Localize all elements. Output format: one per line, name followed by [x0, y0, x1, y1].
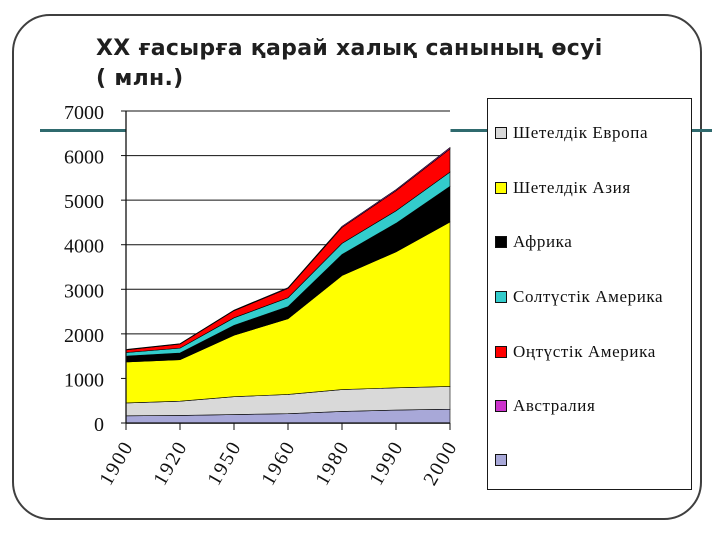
- legend-label-0: Шетелдік Европа: [513, 123, 649, 142]
- legend-label-4: Оңтүстік Америка: [513, 342, 656, 361]
- legend-item-2: Африка: [495, 232, 573, 251]
- y-tick-labels: 0 1000 2000 3000 4000 5000 6000 7000: [64, 102, 104, 436]
- legend-swatch-2: [495, 236, 507, 248]
- y-tick-label-7000: 7000: [64, 102, 104, 124]
- y-tick-label-2000: 2000: [64, 325, 104, 347]
- x-tick-label-1990: 1990: [365, 437, 408, 490]
- legend-item-1: Шетелдік Азия: [495, 178, 631, 197]
- legend-swatch-6: [495, 454, 507, 466]
- y-tick-label-4000: 4000: [64, 236, 104, 258]
- chart-legend: Шетелдік Европа Шетелдік Азия Африка Солтүс…: [487, 98, 692, 490]
- legend-swatch-0: [495, 127, 507, 139]
- legend-swatch-5: [495, 400, 507, 412]
- legend-swatch-3: [495, 291, 507, 303]
- legend-item-6: [495, 451, 513, 469]
- x-tick-label-2000: 2000: [419, 437, 462, 490]
- y-tick-label-0: 0: [94, 414, 104, 436]
- x-tick-label-1950: 1950: [203, 437, 246, 490]
- area-series-6: [125, 146, 451, 351]
- legend-item-0: Шетелдік Европа: [495, 123, 649, 142]
- legend-swatch-1: [495, 182, 507, 194]
- chart-title-line-2: ( млн.): [96, 66, 184, 91]
- area-layers: [125, 146, 451, 424]
- y-tick-label-3000: 3000: [64, 280, 104, 302]
- x-tick-label-1960: 1960: [257, 437, 300, 490]
- legend-item-5: Австралия: [495, 396, 596, 415]
- x-tick-label-1980: 1980: [311, 437, 354, 490]
- x-tick-label-1900: 1900: [95, 437, 138, 490]
- y-tick-label-6000: 6000: [64, 147, 104, 169]
- y-tick-label-5000: 5000: [64, 191, 104, 213]
- legend-label-3: Солтүстік Америка: [513, 287, 664, 306]
- legend-item-4: Оңтүстік Америка: [495, 342, 656, 361]
- legend-swatch-4: [495, 346, 507, 358]
- x-tick-label-1920: 1920: [149, 437, 192, 490]
- legend-label-1: Шетелдік Азия: [513, 178, 631, 197]
- chart-title: XX ғасырға қарай халық санының өсуі ( мл…: [96, 34, 656, 94]
- y-tick-label-1000: 1000: [64, 369, 104, 391]
- x-tick-labels: 1900 1920 1950 1960 1980 1990 2000: [95, 437, 462, 490]
- legend-label-5: Австралия: [513, 396, 596, 415]
- legend-label-2: Африка: [513, 232, 573, 251]
- legend-item-3: Солтүстік Америка: [495, 287, 664, 306]
- chart-title-line-1: XX ғасырға қарай халық санының өсуі: [96, 36, 603, 61]
- axes: [121, 110, 451, 430]
